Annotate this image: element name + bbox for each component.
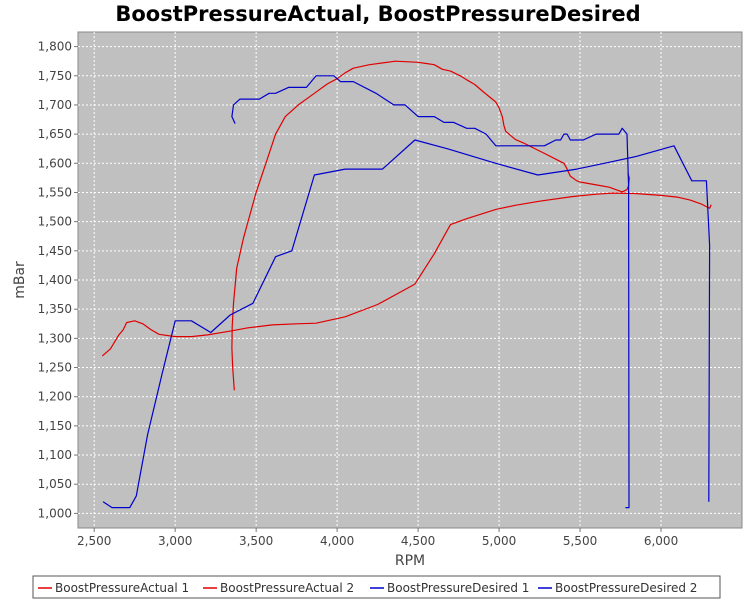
series-line-3 bbox=[102, 139, 711, 509]
x-tick-label: 4,500 bbox=[401, 534, 435, 548]
y-tick-label: 1,700 bbox=[38, 98, 72, 112]
y-tick-label: 1,650 bbox=[38, 127, 72, 141]
y-tick-label: 1,600 bbox=[38, 156, 72, 170]
y-tick-label: 1,400 bbox=[38, 273, 72, 287]
x-tick-label: 3,500 bbox=[239, 534, 273, 548]
chart-title: BoostPressureActual, BoostPressureDesire… bbox=[115, 2, 640, 26]
axes: 2,500 3,000 3,500 4,000 4,500 5,000 5,500 6,000… bbox=[38, 40, 679, 548]
y-tick-label: 1,300 bbox=[38, 331, 72, 345]
legend: BoostPressureActual 1 BoostPressureActual… bbox=[38, 581, 697, 595]
y-tick-label: 1,500 bbox=[38, 215, 72, 229]
y-tick-label: 1,800 bbox=[38, 40, 72, 54]
x-tick-label: 5,500 bbox=[563, 534, 597, 548]
legend-label: BoostPressureDesired 1 bbox=[387, 581, 529, 595]
x-tick-label: 3,000 bbox=[158, 534, 192, 548]
legend-label: BoostPressureActual 2 bbox=[220, 581, 354, 595]
legend-label: BoostPressureActual 1 bbox=[55, 581, 189, 595]
y-tick-label: 1,550 bbox=[38, 185, 72, 199]
y-tick-label: 1,050 bbox=[38, 477, 72, 491]
y-tick-label: 1,100 bbox=[38, 448, 72, 462]
x-axis-label: RPM bbox=[395, 553, 425, 569]
grid bbox=[78, 32, 742, 528]
y-tick-label: 1,350 bbox=[38, 302, 72, 316]
series-line-1 bbox=[101, 192, 712, 357]
x-tick-label: 5,000 bbox=[482, 534, 516, 548]
legend-box bbox=[32, 575, 721, 599]
y-tick-label: 1,000 bbox=[38, 506, 72, 520]
y-tick-label: 1,250 bbox=[38, 361, 72, 375]
y-axis-label: mBar bbox=[12, 261, 28, 299]
series-line-2 bbox=[231, 60, 631, 391]
legend-label: BoostPressureDesired 2 bbox=[555, 581, 697, 595]
series-layer bbox=[101, 60, 712, 509]
y-tick-label: 1,750 bbox=[38, 69, 72, 83]
y-tick-label: 1,200 bbox=[38, 390, 72, 404]
y-tick-label: 1,150 bbox=[38, 419, 72, 433]
x-tick-label: 4,000 bbox=[320, 534, 354, 548]
x-tick-label: 6,000 bbox=[644, 534, 678, 548]
series-line-4 bbox=[231, 75, 630, 509]
x-tick-label: 2,500 bbox=[77, 534, 111, 548]
y-tick-label: 1,450 bbox=[38, 244, 72, 258]
